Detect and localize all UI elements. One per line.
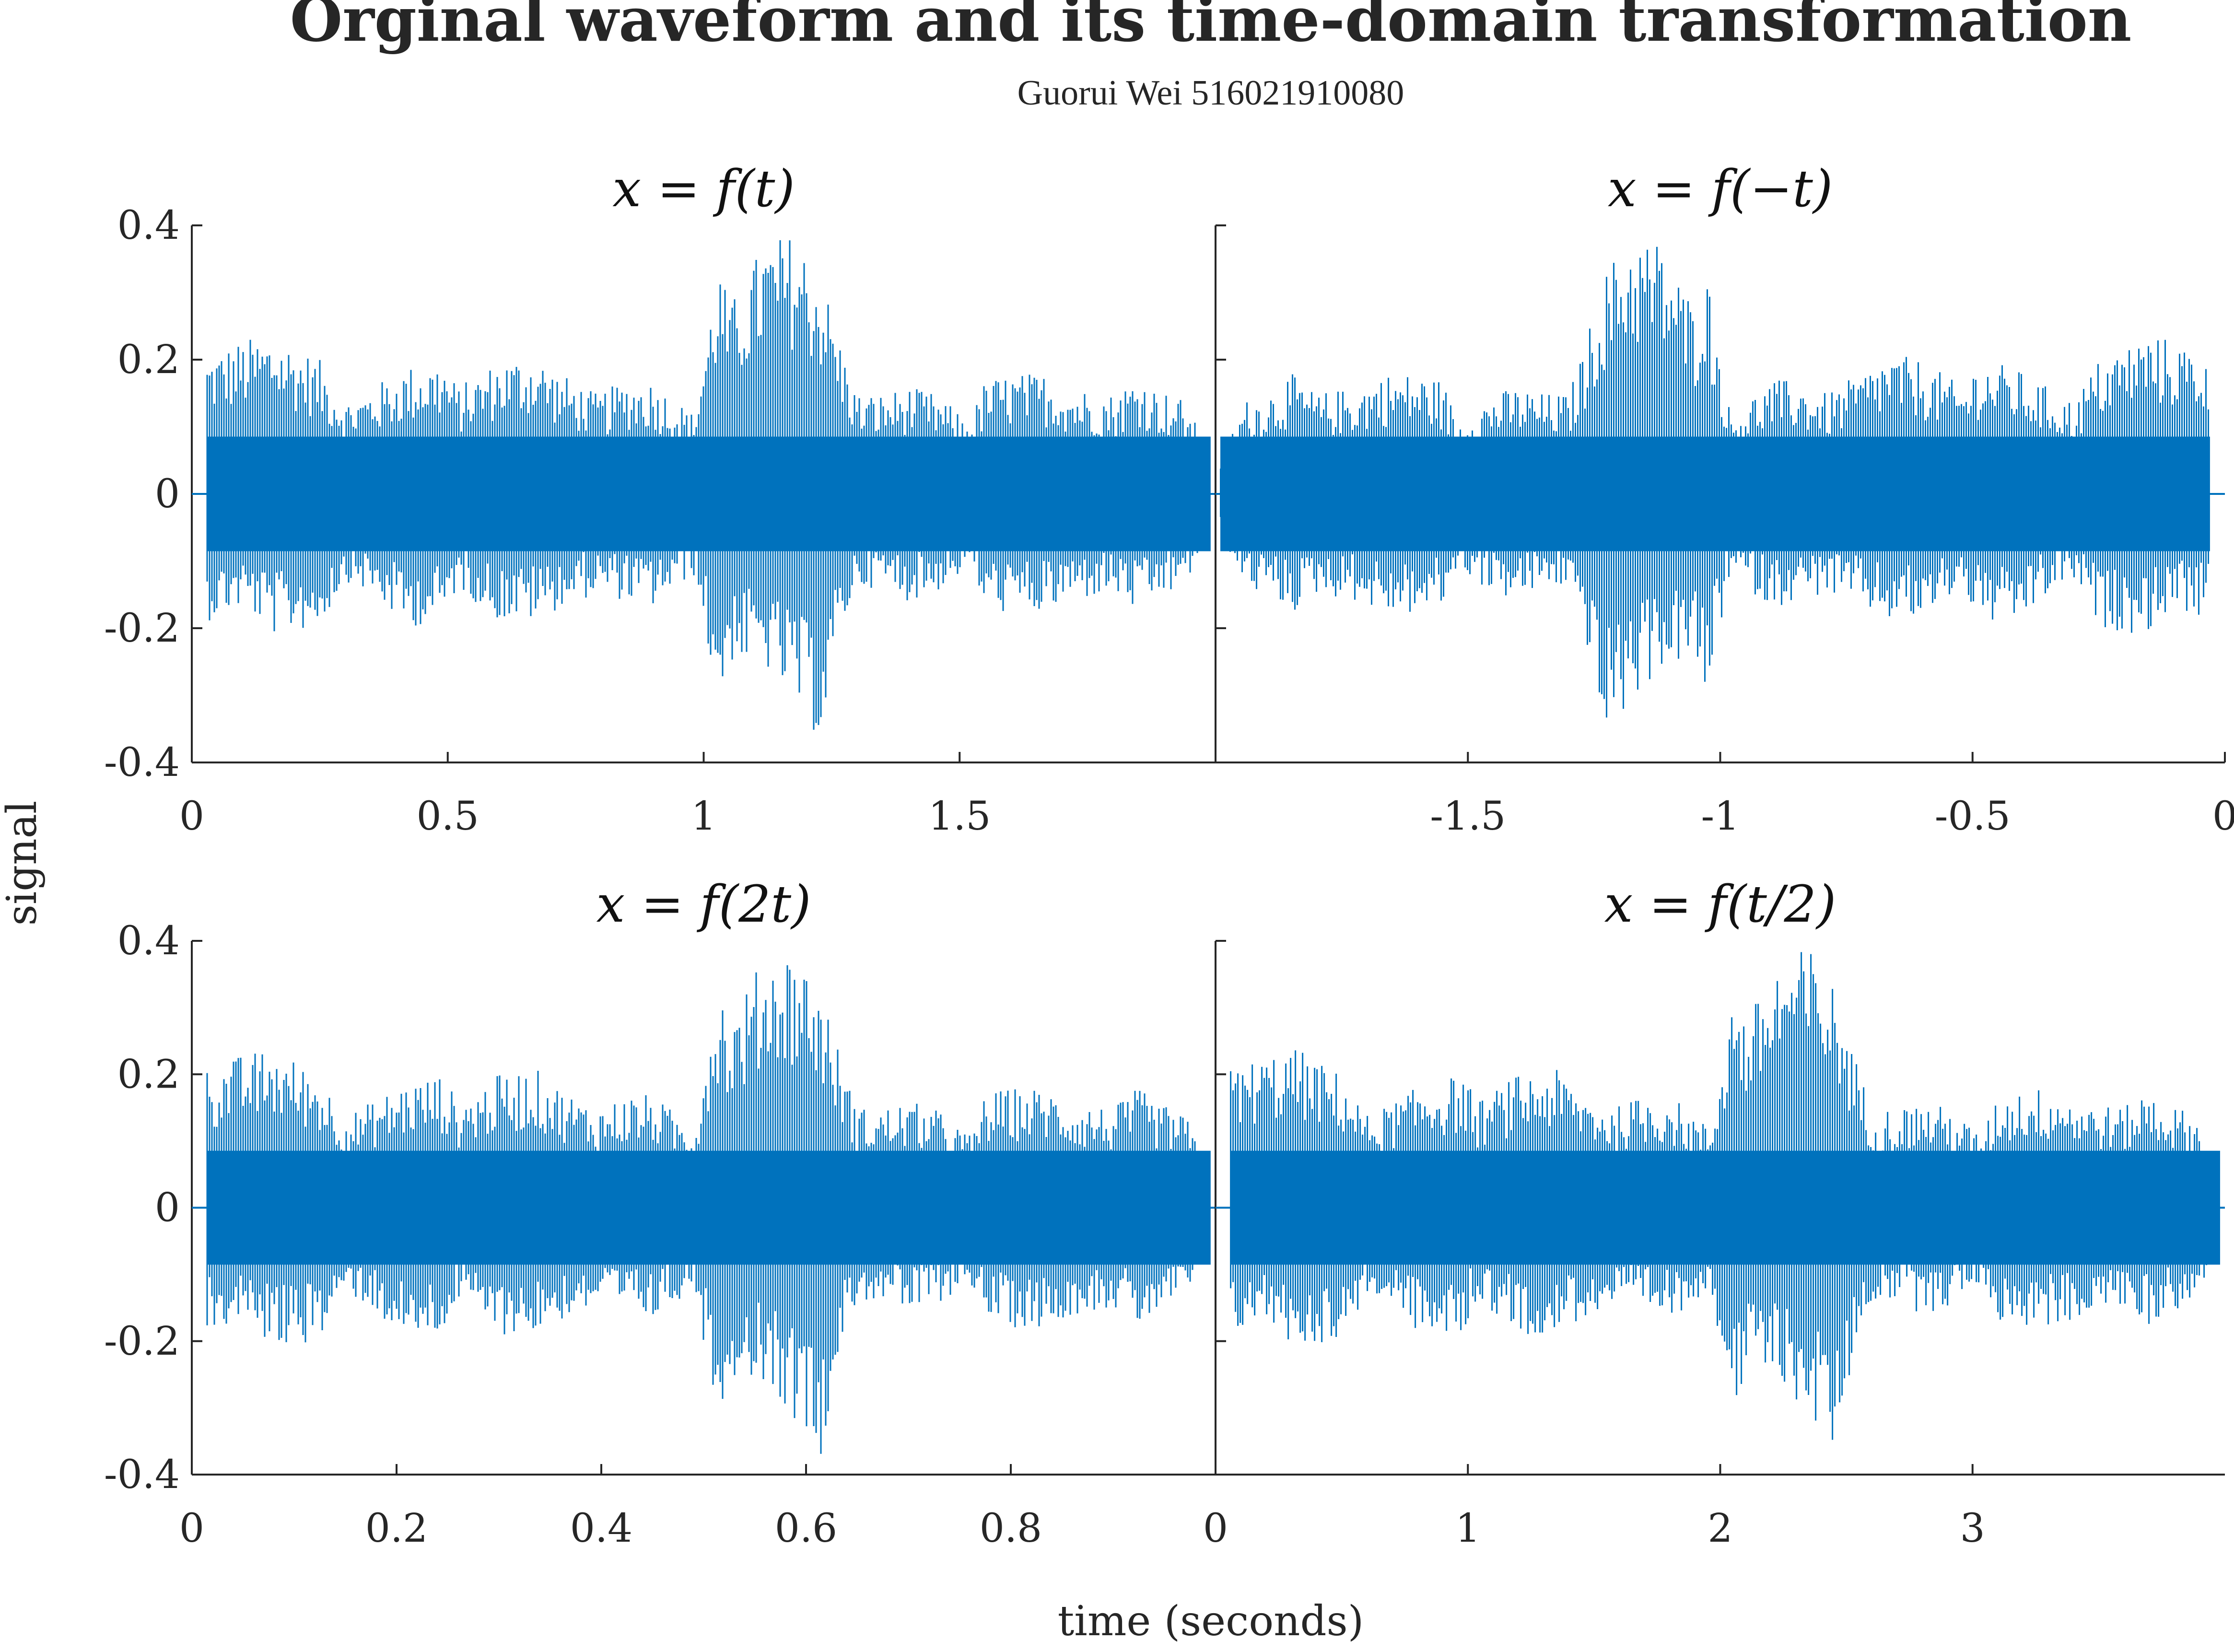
waveform-strokes bbox=[206, 965, 1210, 1454]
x-tick-label: -0.5 bbox=[1935, 794, 2011, 839]
y-tick-label: 0.4 bbox=[117, 918, 180, 964]
subplot-1: x = f(t) 0.4 0.2 0 -0.2 -0.4 0 0.5 1 1.5 bbox=[104, 159, 1216, 839]
x-tick-label: 0.8 bbox=[980, 1506, 1042, 1551]
x-tick-label: 0 bbox=[179, 794, 204, 839]
subplot-title: x = f(−t) bbox=[1608, 159, 1833, 218]
waveform-series bbox=[192, 240, 1216, 730]
x-tick-label: 1.5 bbox=[928, 794, 991, 839]
y-axis-label: signal bbox=[0, 801, 46, 926]
y-tick-label: -0.4 bbox=[104, 740, 180, 785]
x-tick-label: 0.5 bbox=[417, 794, 479, 839]
x-tick-label: -1 bbox=[1701, 794, 1740, 839]
x-tick-label: 0.6 bbox=[775, 1506, 837, 1551]
subplot-title: x = f(2t) bbox=[597, 875, 811, 934]
y-tick-label: 0.2 bbox=[117, 337, 180, 383]
figure-subtitle: Guorui Wei 516021910080 bbox=[1018, 73, 1404, 113]
y-tick-label: -0.4 bbox=[104, 1452, 180, 1498]
x-tick-label: 2 bbox=[1708, 1506, 1732, 1551]
y-tick-label: 0 bbox=[155, 1185, 180, 1231]
subplot-title: x = f(t) bbox=[612, 159, 795, 218]
x-tick-label: 1 bbox=[691, 794, 716, 839]
y-tick-label: 0.4 bbox=[117, 203, 180, 248]
x-tick-label: 0 bbox=[179, 1506, 204, 1551]
x-axis-label: time (seconds) bbox=[1058, 1597, 1364, 1645]
subplot-3: x = f(2t) 0.4 0.2 0 -0.2 -0.4 0 0.2 0.4 0.6 0.8 bbox=[104, 875, 1216, 1551]
x-tick-label: -1.5 bbox=[1430, 794, 1506, 839]
x-tick-label: 0 bbox=[1203, 1506, 1228, 1551]
y-tick-label: 0.2 bbox=[117, 1052, 180, 1097]
figure-title: Orginal waveform and its time-domain tra… bbox=[290, 0, 2132, 55]
subplots: x = f(t) 0.4 0.2 0 -0.2 -0.4 0 0.5 1 1.5 x = f(−t)… bbox=[104, 159, 2234, 1551]
waveform-series bbox=[192, 965, 1216, 1454]
x-tick-label: 3 bbox=[1960, 1506, 1985, 1551]
waveform-series bbox=[1216, 952, 2225, 1440]
subplot-4: x = f(t/2) 0 1 2 3 bbox=[1203, 875, 2225, 1551]
x-tick-label: 1 bbox=[1455, 1506, 1480, 1551]
y-tick-label: 0 bbox=[155, 471, 180, 517]
x-tick-label: 0 bbox=[2212, 794, 2234, 839]
y-tick-label: -0.2 bbox=[104, 606, 180, 651]
y-tick-label: -0.2 bbox=[104, 1319, 180, 1364]
x-tick-label: 0.4 bbox=[570, 1506, 632, 1551]
waveform-series bbox=[1216, 246, 2225, 718]
waveform-strokes bbox=[1220, 246, 2209, 718]
subplot-title: x = f(t/2) bbox=[1604, 875, 1836, 934]
waveform-strokes bbox=[206, 240, 1210, 730]
subplot-2: x = f(−t) -1.5 -1 -0.5 0 bbox=[1215, 159, 2234, 839]
x-tick-label: 0.2 bbox=[365, 1506, 428, 1551]
waveform-strokes bbox=[1230, 952, 2220, 1440]
